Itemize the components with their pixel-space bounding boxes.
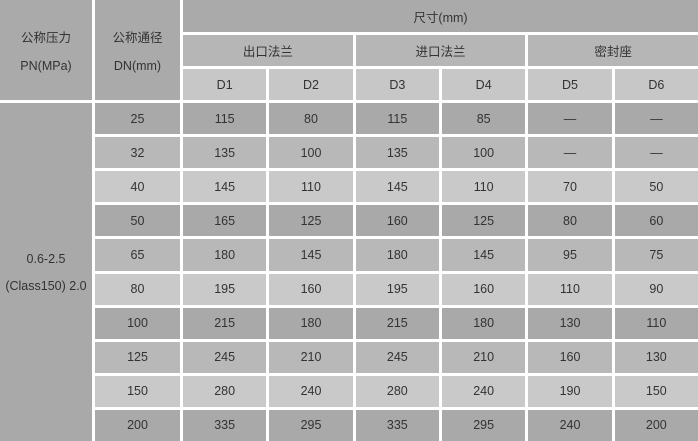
value-cell-d6: 50 xyxy=(614,171,698,203)
value-cell-d5: — xyxy=(528,137,612,169)
outlet-flange-header: 出口法兰 xyxy=(183,35,353,66)
column-header-d5: D5 xyxy=(528,69,612,100)
column-header-d4: D4 xyxy=(442,69,526,100)
value-cell-d1: 215 xyxy=(183,307,267,339)
value-cell-d3: 280 xyxy=(355,375,439,407)
value-cell-d2: 100 xyxy=(269,137,353,169)
dn-cell: 32 xyxy=(95,137,180,169)
value-cell-d3: 180 xyxy=(355,239,439,271)
value-cell-d3: 215 xyxy=(355,307,439,339)
value-cell-d2: 295 xyxy=(269,409,353,441)
value-cell-d4: 210 xyxy=(442,341,526,373)
dn-cell: 200 xyxy=(95,409,180,441)
value-cell-d3: 145 xyxy=(355,171,439,203)
dn-cell: 100 xyxy=(95,307,180,339)
value-cell-d4: 295 xyxy=(442,409,526,441)
nominal-diameter-header-cn: 公称通径 xyxy=(112,31,163,45)
dn-cell: 65 xyxy=(95,239,180,271)
value-cell-d4: 180 xyxy=(442,307,526,339)
value-cell-d1: 195 xyxy=(183,273,267,305)
value-cell-d6: 150 xyxy=(614,375,698,407)
nominal-pressure-header-cn: 公称压力 xyxy=(20,31,71,45)
value-cell-d4: 145 xyxy=(442,239,526,271)
value-cell-d5: 160 xyxy=(528,341,612,373)
value-cell-d1: 335 xyxy=(183,409,267,441)
nominal-pressure-header: 公称压力 PN(MPa) xyxy=(0,0,92,100)
value-cell-d5: 80 xyxy=(528,205,612,237)
value-cell-d4: 85 xyxy=(442,103,526,135)
value-cell-d5: 70 xyxy=(528,171,612,203)
dn-cell: 25 xyxy=(95,103,180,135)
value-cell-d3: 245 xyxy=(355,341,439,373)
value-cell-d1: 280 xyxy=(183,375,267,407)
value-cell-d3: 115 xyxy=(355,103,439,135)
dn-cell: 125 xyxy=(95,341,180,373)
column-header-d3: D3 xyxy=(355,69,439,100)
value-cell-d5: — xyxy=(528,103,612,135)
value-cell-d4: 240 xyxy=(442,375,526,407)
inlet-flange-header: 进口法兰 xyxy=(355,35,526,66)
value-cell-d4: 100 xyxy=(442,137,526,169)
value-cell-d1: 115 xyxy=(183,103,267,135)
value-cell-d4: 125 xyxy=(442,205,526,237)
value-cell-d2: 240 xyxy=(269,375,353,407)
value-cell-d2: 125 xyxy=(269,205,353,237)
value-cell-d2: 160 xyxy=(269,273,353,305)
value-cell-d2: 180 xyxy=(269,307,353,339)
pressure-range-line2: (Class150) 2.0 xyxy=(5,278,87,293)
value-cell-d2: 110 xyxy=(269,171,353,203)
value-cell-d6: — xyxy=(614,103,698,135)
value-cell-d6: 110 xyxy=(614,307,698,339)
column-header-d2: D2 xyxy=(269,69,353,100)
value-cell-d2: 145 xyxy=(269,239,353,271)
value-cell-d5: 240 xyxy=(528,409,612,441)
value-cell-d6: 130 xyxy=(614,341,698,373)
value-cell-d1: 145 xyxy=(183,171,267,203)
seal-seat-header: 密封座 xyxy=(528,35,698,66)
dn-cell: 50 xyxy=(95,205,180,237)
value-cell-d6: 60 xyxy=(614,205,698,237)
nominal-pressure-header-unit: PN(MPa) xyxy=(20,59,72,73)
value-cell-d2: 210 xyxy=(269,341,353,373)
size-mm-header: 尺寸(mm) xyxy=(183,0,698,32)
nominal-diameter-header-unit: DN(mm) xyxy=(113,59,162,73)
value-cell-d1: 245 xyxy=(183,341,267,373)
pressure-range-line1: 0.6-2.5 xyxy=(26,251,66,266)
value-cell-d3: 335 xyxy=(355,409,439,441)
dn-cell: 80 xyxy=(95,273,180,305)
value-cell-d6: — xyxy=(614,137,698,169)
value-cell-d1: 135 xyxy=(183,137,267,169)
value-cell-d1: 180 xyxy=(183,239,267,271)
value-cell-d6: 90 xyxy=(614,273,698,305)
value-cell-d5: 130 xyxy=(528,307,612,339)
value-cell-d1: 165 xyxy=(183,205,267,237)
value-cell-d5: 190 xyxy=(528,375,612,407)
value-cell-d6: 200 xyxy=(614,409,698,441)
value-cell-d5: 110 xyxy=(528,273,612,305)
value-cell-d3: 160 xyxy=(355,205,439,237)
value-cell-d5: 95 xyxy=(528,239,612,271)
dn-cell: 40 xyxy=(95,171,180,203)
column-header-d6: D6 xyxy=(614,69,698,100)
pressure-range-cell: 0.6-2.5 (Class150) 2.0 xyxy=(0,103,92,441)
value-cell-d4: 110 xyxy=(442,171,526,203)
column-header-d1: D1 xyxy=(183,69,267,100)
nominal-diameter-header: 公称通径 DN(mm) xyxy=(95,0,180,100)
value-cell-d2: 80 xyxy=(269,103,353,135)
value-cell-d3: 135 xyxy=(355,137,439,169)
value-cell-d4: 160 xyxy=(442,273,526,305)
dn-cell: 150 xyxy=(95,375,180,407)
value-cell-d3: 195 xyxy=(355,273,439,305)
value-cell-d6: 75 xyxy=(614,239,698,271)
